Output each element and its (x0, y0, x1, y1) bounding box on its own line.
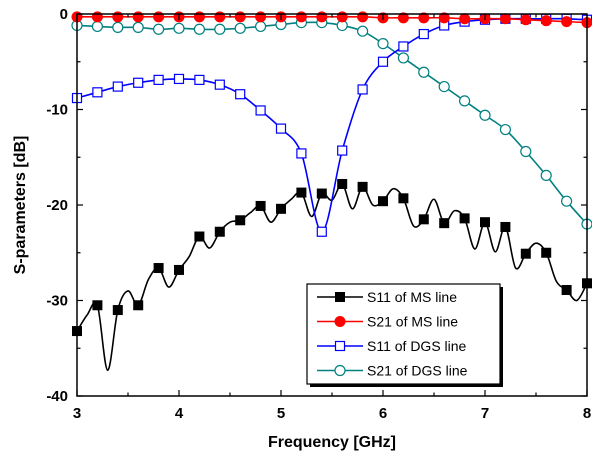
data-point-s21-of-ms-line (520, 14, 532, 26)
legend: S11 of MS line S21 of MS line S11 of DGS l… (306, 283, 503, 387)
tick-labels: 3 4 5 6 7 8 0 -10 -20 -30 -40 (46, 6, 591, 422)
data-point-s21-of-dgs-line (377, 38, 389, 50)
data-point-s21-of-dgs-line (132, 21, 144, 33)
x-axis-title: Frequency [GHz] (268, 434, 396, 451)
data-point-s11-of-ms-line (276, 203, 286, 214)
data-point-s21-of-ms-line (499, 13, 511, 25)
data-point-s11-of-ms-line (296, 187, 307, 198)
data-point-s21-of-ms-line (438, 12, 450, 24)
data-point-s11-of-dgs-line (337, 145, 348, 156)
data-point-s11-of-ms-line (561, 284, 572, 295)
data-point-s11-of-ms-line (92, 300, 103, 311)
data-point-s11-of-ms-line (459, 213, 470, 224)
data-point-s11-of-dgs-line (173, 73, 185, 85)
data-point-s11-of-dgs-line (112, 81, 123, 92)
data-point-s11-of-dgs-line (133, 77, 144, 88)
data-point-s21-of-dgs-line (91, 20, 104, 33)
x-tick-label: 7 (481, 405, 489, 422)
data-point-s11-of-ms-line (337, 178, 348, 189)
legend-marker-s21-of-dgs-line (334, 364, 346, 377)
data-point-s21-of-dgs-line (214, 23, 226, 35)
data-point-s11-of-ms-line (174, 264, 184, 275)
data-point-s11-of-dgs-line (296, 148, 307, 159)
ticks-layer (76, 13, 588, 397)
legend-marker-s11-of-ms-line (335, 292, 345, 302)
legend-marker-s21-of-ms-line (334, 316, 346, 327)
data-point-s11-of-dgs-line (398, 41, 409, 52)
data-point-s21-of-dgs-line (357, 25, 369, 37)
data-point-s11-of-ms-line (480, 217, 490, 228)
data-point-s21-of-ms-line (459, 13, 471, 25)
data-point-s11-of-ms-line (255, 200, 266, 211)
data-point-s11-of-dgs-line (418, 28, 429, 40)
series-s11-of-dgs-line (71, 13, 592, 237)
data-point-s21-of-dgs-line (255, 20, 267, 33)
legend-label-s21-of-ms-line: S21 of MS line (367, 314, 458, 330)
data-point-s11-of-dgs-line (316, 226, 327, 237)
data-point-s21-of-ms-line (561, 16, 573, 28)
legend-label-s11-of-dgs-line: S11 of DGS line (367, 338, 467, 354)
data-point-s21-of-dgs-line (459, 95, 471, 107)
data-point-s11-of-ms-line (418, 214, 429, 225)
data-point-s21-of-dgs-line (560, 195, 573, 207)
data-point-s21-of-dgs-line (397, 52, 409, 64)
legend-label-s11-of-ms-line: S11 of MS line (367, 289, 457, 305)
x-tick-label: 3 (73, 405, 81, 422)
legend-marker-s11-of-dgs-line (334, 340, 346, 352)
data-point-s11-of-ms-line (439, 218, 450, 229)
data-point-s21-of-dgs-line (193, 23, 205, 35)
data-point-s21-of-ms-line (397, 12, 409, 24)
data-point-s21-of-ms-line (540, 15, 552, 27)
data-point-s21-of-dgs-line (520, 145, 532, 158)
data-point-s11-of-ms-line (357, 181, 368, 192)
data-point-s21-of-dgs-line (499, 123, 511, 136)
data-point-s11-of-ms-line (520, 248, 531, 259)
data-point-s21-of-dgs-line (173, 22, 185, 34)
y-axis-title: S-parameters [dB] (12, 136, 29, 275)
data-point-s11-of-ms-line (378, 196, 388, 207)
y-tick-label: -30 (46, 293, 68, 310)
data-point-s11-of-ms-line (153, 263, 164, 274)
data-point-s11-of-ms-line (500, 221, 511, 232)
data-point-s11-of-dgs-line (255, 105, 266, 116)
legend-label-s21-of-dgs-line: S21 of DGS line (367, 363, 468, 379)
data-point-s11-of-dgs-line (153, 74, 164, 85)
data-point-s11-of-ms-line (133, 300, 144, 311)
data-point-s11-of-ms-line (316, 188, 327, 199)
data-point-s21-of-dgs-line (540, 169, 552, 181)
y-tick-label: -40 (46, 388, 68, 405)
data-point-s11-of-dgs-line (377, 56, 389, 67)
series-s11-of-ms-line (72, 178, 592, 372)
data-point-s21-of-dgs-line (112, 21, 124, 33)
y-tick-label: -10 (46, 102, 68, 119)
data-point-s11-of-ms-line (112, 305, 123, 316)
x-tick-label: 6 (379, 405, 387, 422)
data-point-s11-of-ms-line (235, 215, 246, 226)
series-line-s11-of-dgs-line (77, 17, 587, 233)
data-point-s11-of-ms-line (398, 193, 409, 204)
data-point-s11-of-ms-line (541, 247, 552, 258)
data-point-s11-of-dgs-line (214, 79, 225, 90)
series-line-s21-of-dgs-line (77, 21, 587, 225)
data-point-s11-of-dgs-line (194, 74, 205, 85)
data-point-s21-of-ms-line (418, 12, 430, 24)
data-point-s11-of-ms-line (214, 226, 225, 237)
series-s21-of-dgs-line (71, 16, 592, 230)
data-point-s21-of-dgs-line (438, 80, 450, 93)
data-point-s11-of-dgs-line (357, 84, 368, 95)
data-point-s11-of-ms-line (194, 231, 205, 242)
data-point-s11-of-dgs-line (92, 87, 103, 98)
y-tick-label: -20 (46, 197, 68, 214)
data-point-s21-of-dgs-line (479, 109, 491, 121)
x-tick-label: 8 (583, 405, 591, 422)
data-point-s21-of-dgs-line (153, 23, 165, 35)
x-tick-label: 5 (277, 405, 285, 422)
data-point-s11-of-dgs-line (235, 89, 246, 100)
x-tick-label: 4 (175, 405, 184, 422)
data-point-s11-of-dgs-line (275, 123, 287, 134)
y-tick-label: 0 (60, 6, 68, 23)
data-point-s21-of-dgs-line (418, 66, 430, 78)
data-point-s21-of-dgs-line (234, 22, 246, 34)
